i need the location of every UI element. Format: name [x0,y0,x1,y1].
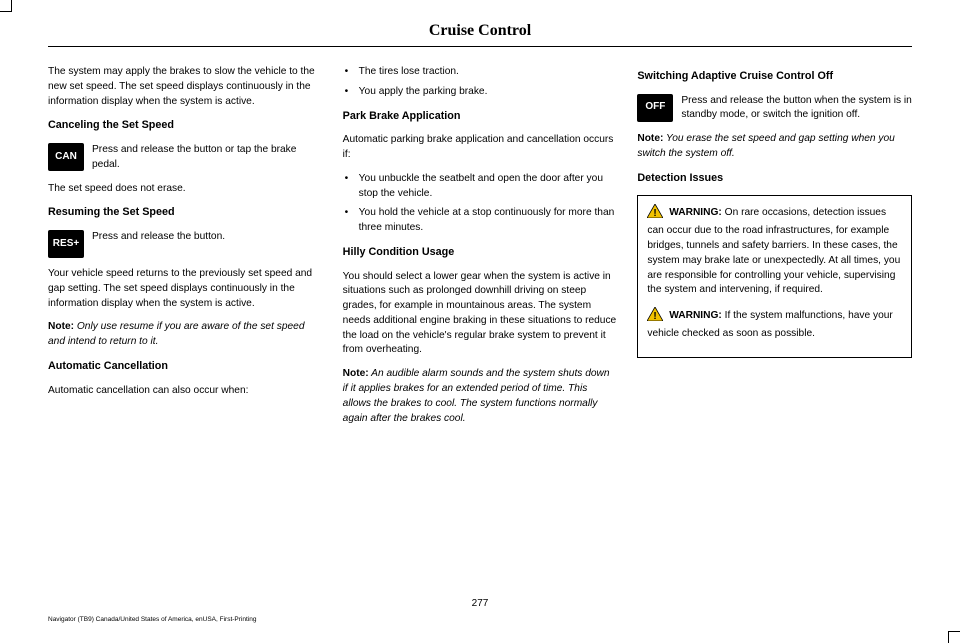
warning-triangle-icon: ! [647,204,663,224]
off-text: Press and release the button when the sy… [681,94,912,124]
svg-text:!: ! [654,311,657,321]
auto-cancel-text: Automatic cancellation can also occur wh… [48,384,323,399]
warning-box: ! WARNING: On rare occasions, detection … [637,195,912,357]
warn1-label: WARNING: [669,207,722,218]
note-3: Note: You erase the set speed and gap se… [637,132,912,162]
resume-icon: RES+ [48,230,84,258]
note-1: Note: Only use resume if you are aware o… [48,320,323,350]
heading-park-brake: Park Brake Application [343,109,618,125]
cancel-text: Press and release the button or tap the … [92,143,323,173]
column-3: Switching Adaptive Cruise Control Off OF… [637,65,912,435]
list-item: You apply the parking brake. [343,85,618,100]
warn2-label: WARNING: [669,310,722,321]
list-item: You hold the vehicle at a stop continuou… [343,206,618,236]
note2-text: An audible alarm sounds and the system s… [343,368,610,423]
crop-mark-top-left [0,0,12,12]
page-number: 277 [0,598,960,609]
crop-mark-bottom-right [948,631,960,643]
warning-1: ! WARNING: On rare occasions, detection … [647,204,902,298]
off-row: OFF Press and release the button when th… [637,94,912,124]
heading-cancel: Canceling the Set Speed [48,118,323,134]
cancel-row: CAN Press and release the button or tap … [48,143,323,173]
list-item: You unbuckle the seatbelt and open the d… [343,172,618,202]
bullets-top: The tires lose traction. You apply the p… [343,65,618,100]
cancel-icon: CAN [48,143,84,171]
heading-auto-cancel: Automatic Cancellation [48,359,323,375]
note-2: Note: An audible alarm sounds and the sy… [343,367,618,426]
park-intro: Automatic parking brake application and … [343,133,618,163]
content-columns: The system may apply the brakes to slow … [0,65,960,435]
heading-switch-off: Switching Adaptive Cruise Control Off [637,69,912,85]
note1-text: Only use resume if you are aware of the … [48,321,305,347]
heading-detection: Detection Issues [637,171,912,187]
note2-label: Note: [343,368,369,379]
warn1-text: On rare occasions, detection issues can … [647,207,900,295]
page-title: Cruise Control [0,0,960,46]
intro-paragraph: The system may apply the brakes to slow … [48,65,323,109]
note3-label: Note: [637,133,663,144]
cancel-after: The set speed does not erase. [48,182,323,197]
resume-row: RES+ Press and release the button. [48,230,323,258]
svg-text:!: ! [654,208,657,218]
column-2: The tires lose traction. You apply the p… [343,65,618,435]
off-icon: OFF [637,94,673,122]
bullets-park: You unbuckle the seatbelt and open the d… [343,172,618,236]
heading-hilly: Hilly Condition Usage [343,245,618,261]
title-rule [48,46,912,47]
resume-after: Your vehicle speed returns to the previo… [48,267,323,311]
hilly-text: You should select a lower gear when the … [343,270,618,359]
resume-text: Press and release the button. [92,230,323,245]
note1-label: Note: [48,321,74,332]
warning-triangle-icon: ! [647,307,663,327]
heading-resume: Resuming the Set Speed [48,205,323,221]
note3-text: You erase the set speed and gap setting … [637,133,895,159]
list-item: The tires lose traction. [343,65,618,80]
footer-text: Navigator (TB9) Canada/United States of … [48,616,256,623]
warning-2: ! WARNING: If the system malfunctions, h… [647,307,902,342]
column-1: The system may apply the brakes to slow … [48,65,323,435]
